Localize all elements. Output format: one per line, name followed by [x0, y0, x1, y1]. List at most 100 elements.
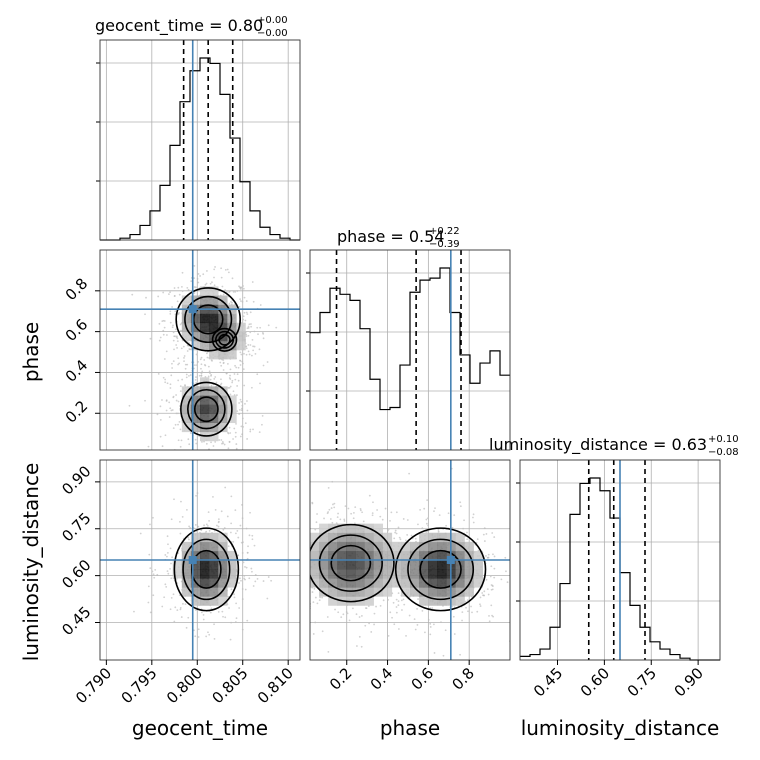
- sample-point: [241, 598, 244, 600]
- sample-point: [241, 360, 244, 363]
- contour-line: [187, 388, 226, 430]
- sample-point: [196, 456, 198, 458]
- sample-point: [329, 518, 332, 520]
- sample-point: [462, 527, 465, 530]
- sample-point: [513, 566, 515, 568]
- sample-point: [393, 537, 396, 540]
- sample-point: [339, 518, 342, 521]
- sample-point: [218, 439, 221, 441]
- sample-point: [178, 311, 180, 314]
- sample-point: [180, 285, 183, 288]
- sample-point: [149, 567, 152, 570]
- sample-point: [180, 500, 182, 503]
- sample-point: [305, 552, 307, 554]
- sample-point: [186, 286, 189, 289]
- sample-point: [352, 607, 354, 610]
- density-cell: [410, 587, 420, 597]
- sample-point: [227, 431, 229, 434]
- sample-point: [381, 518, 384, 521]
- ytick-label-phase: 0.6: [62, 315, 92, 345]
- sample-point: [173, 620, 176, 623]
- sample-point: [424, 631, 426, 634]
- sample-point: [145, 296, 147, 299]
- density-cell: [382, 560, 393, 570]
- density-cell: [455, 587, 465, 597]
- title-phase: phase = 0.54: [337, 227, 444, 246]
- density-cell: [319, 587, 329, 597]
- density-cell: [200, 541, 210, 552]
- sample-point: [228, 426, 231, 429]
- sample-point: [182, 345, 185, 348]
- sample-point: [246, 619, 249, 622]
- sample-point: [425, 518, 428, 521]
- sample-point: [485, 555, 487, 557]
- panel-content: [226, 460, 515, 660]
- sample-point: [170, 374, 173, 377]
- density-cell: [319, 523, 329, 534]
- sample-point: [174, 423, 177, 426]
- sample-point: [197, 273, 200, 275]
- density-cell: [437, 596, 447, 606]
- sample-point: [286, 613, 288, 615]
- sample-point: [241, 300, 244, 303]
- density-cell: [373, 523, 384, 534]
- sample-point: [384, 507, 387, 510]
- sample-point: [217, 520, 220, 523]
- sample-point: [231, 381, 234, 384]
- sample-point: [402, 518, 405, 520]
- sample-point: [395, 611, 398, 614]
- density-cell: [200, 413, 210, 424]
- density-cell: [382, 569, 393, 579]
- density-cell: [227, 322, 237, 333]
- density-cell: [346, 532, 356, 543]
- sample-point: [236, 290, 239, 292]
- density-cell: [328, 578, 338, 588]
- sample-point: [429, 622, 432, 625]
- sample-point: [208, 529, 211, 532]
- sample-point: [172, 339, 175, 342]
- sample-point: [319, 596, 322, 599]
- density-cell: [455, 532, 465, 543]
- sample-point: [183, 355, 186, 357]
- panel-luminosity_distance-luminosity_distance: [516, 459, 721, 661]
- density-cell: [428, 596, 438, 606]
- sample-point: [193, 277, 196, 279]
- sample-point: [241, 588, 244, 590]
- contour-line: [215, 330, 235, 349]
- sample-point: [183, 360, 185, 363]
- sample-point: [421, 609, 424, 612]
- truth-marker: [188, 305, 197, 314]
- density-cell: [391, 541, 402, 552]
- sample-point: [234, 532, 237, 535]
- sample-point: [334, 608, 336, 611]
- sample-point: [172, 324, 174, 327]
- sample-point: [152, 573, 155, 576]
- title-phase-sub: −0.39: [429, 239, 460, 250]
- sample-point: [229, 432, 232, 434]
- sample-point: [387, 635, 390, 637]
- sample-point: [487, 593, 490, 596]
- sample-point: [239, 288, 242, 290]
- sample-point: [453, 514, 456, 517]
- sample-point: [314, 528, 317, 531]
- sample-point: [186, 508, 188, 511]
- sample-point: [203, 524, 205, 527]
- sample-point: [189, 432, 192, 435]
- sample-point: [188, 538, 190, 541]
- sample-point: [241, 503, 243, 506]
- sample-point: [216, 524, 218, 527]
- density-cell: [181, 413, 192, 424]
- density-cell: [364, 541, 374, 552]
- sample-point: [177, 423, 179, 426]
- sample-point: [148, 553, 151, 556]
- panel-phase-luminosity_distance: [226, 459, 515, 661]
- sample-point: [193, 264, 196, 267]
- sample-point: [397, 628, 400, 630]
- sample-point: [171, 409, 174, 411]
- sample-point: [416, 607, 418, 610]
- sample-point: [169, 383, 172, 386]
- density-cell: [364, 578, 374, 588]
- sample-point: [226, 493, 228, 495]
- sample-point: [397, 592, 400, 594]
- sample-point: [200, 611, 203, 614]
